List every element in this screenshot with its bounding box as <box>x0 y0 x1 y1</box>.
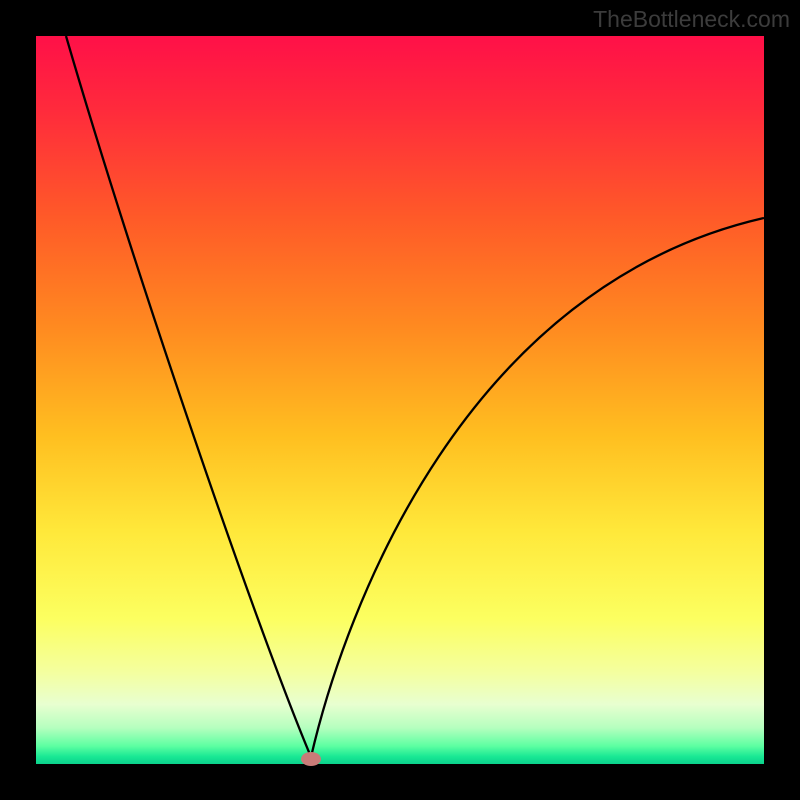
chart-frame: TheBottleneck.com <box>0 0 800 800</box>
apex-marker <box>0 0 800 800</box>
